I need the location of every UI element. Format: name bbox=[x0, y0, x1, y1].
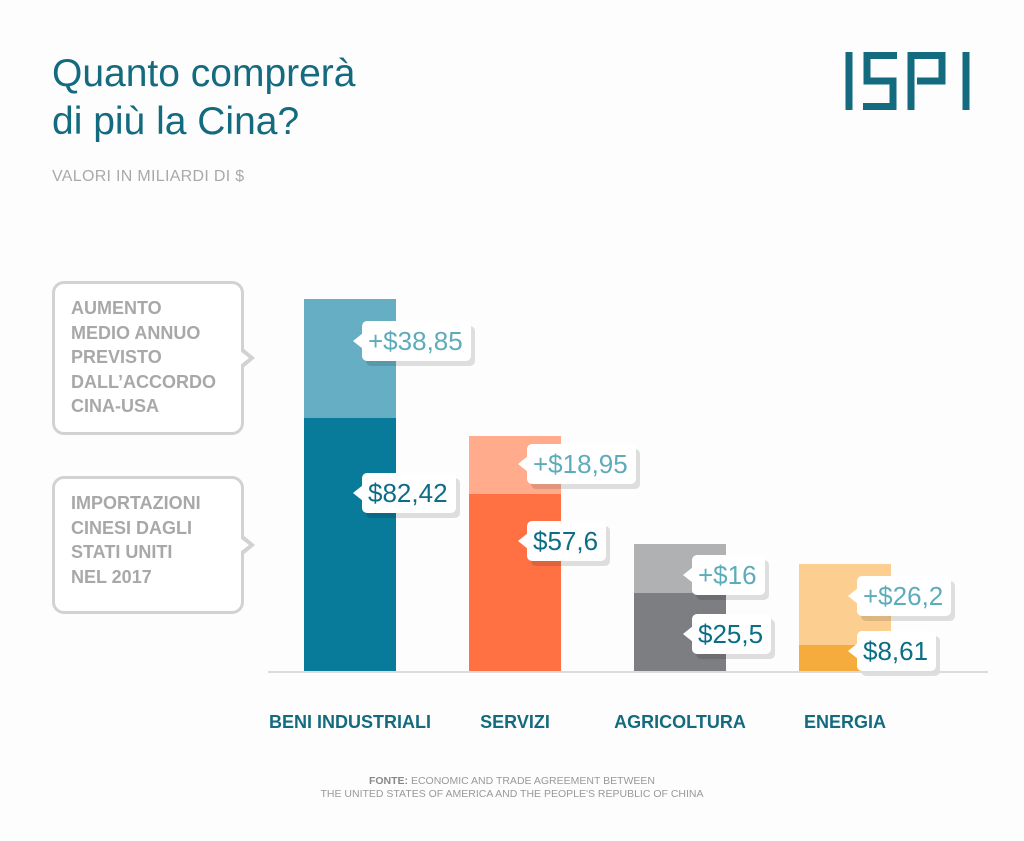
legend-line: PREVISTO bbox=[71, 347, 162, 367]
category-label: BENI INDUSTRIALI bbox=[269, 712, 431, 732]
source-label: FONTE: bbox=[368, 775, 409, 787]
legend-line: MEDIO ANNUO bbox=[71, 322, 201, 343]
category-label: ENERGIA bbox=[803, 712, 886, 732]
legend-line: DALL’ACCORDO bbox=[71, 371, 216, 392]
data-label-base: $57,6 bbox=[517, 521, 607, 562]
legend-line: STATI UNITI bbox=[71, 542, 173, 562]
category-label: SERVIZI bbox=[480, 712, 550, 732]
category-label: AGRICOLTURA bbox=[614, 712, 746, 732]
data-label-increase: +$26,2 bbox=[847, 576, 952, 617]
data-label-increase: +$38,85 bbox=[353, 320, 471, 361]
title-line-2: di più la Cina? bbox=[52, 100, 300, 143]
data-label-base: $82,42 bbox=[353, 472, 456, 513]
data-label-increase: +$18,95 bbox=[518, 443, 636, 484]
legend-line: CINA-USA bbox=[71, 396, 159, 416]
title-line-1: Quanto comprerà bbox=[52, 52, 356, 95]
ispi-logo bbox=[845, 52, 970, 110]
legend-line: NEL 2017 bbox=[71, 566, 152, 587]
chart-subtitle: VALORI IN MILIARDI DI $ bbox=[52, 168, 245, 185]
source-line-2: THE UNITED STATES OF AMERICA AND THE PEO… bbox=[320, 788, 704, 800]
chart-title: Quanto comprerà di più la Cina? bbox=[52, 50, 356, 146]
legend-base: IMPORTAZIONI CINESI DAGLI STATI UNITI NEL 2… bbox=[52, 476, 255, 614]
legend-line: IMPORTAZIONI bbox=[71, 493, 201, 513]
source-line-1: ECONOMIC AND TRADE AGREEMENT BETWEEN bbox=[410, 775, 656, 787]
legend-line: CINESI DAGLI bbox=[71, 517, 193, 538]
data-label-base: $8,61 bbox=[847, 630, 937, 671]
pointer-icon bbox=[240, 535, 255, 555]
bar-segment-base bbox=[304, 417, 396, 671]
data-label-increase: +$16 bbox=[683, 554, 765, 595]
legend-increase: AUMENTO MEDIO ANNUO PREVISTO DALL’ACCORDO CI… bbox=[52, 281, 255, 435]
x-axis-baseline bbox=[268, 671, 988, 673]
legend-line: AUMENTO bbox=[71, 298, 162, 318]
data-label-base: $25,5 bbox=[682, 613, 772, 654]
pointer-icon bbox=[240, 348, 255, 368]
source-note: FONTE: ECONOMIC AND TRADE AGREEMENT BETW… bbox=[0, 775, 1024, 801]
